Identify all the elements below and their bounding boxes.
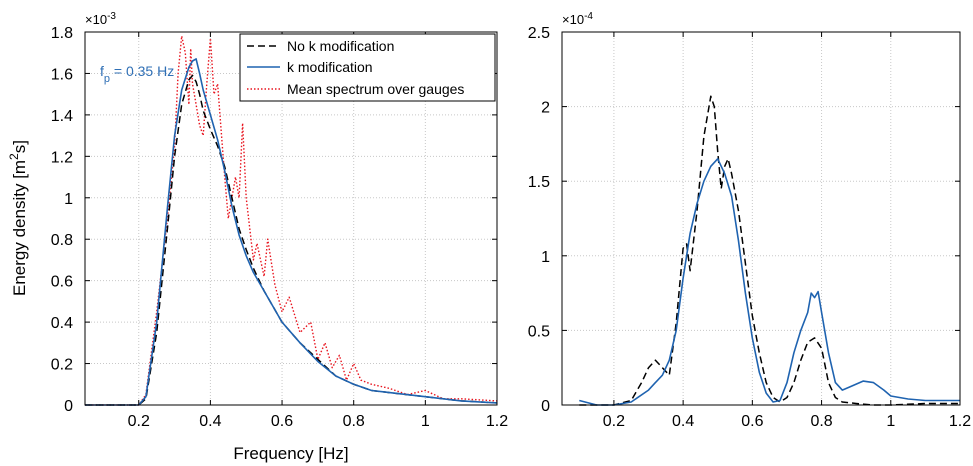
right-x-tick-label: 0.6 [741, 413, 763, 430]
right-gridlines [562, 32, 960, 405]
left-y-tick-label: 0 [64, 398, 73, 415]
right-plot-frame [561, 31, 961, 406]
right-x-tick-label: 1.2 [949, 413, 971, 430]
legend-label-no-k: No k modification [287, 38, 394, 54]
right-series-line-no-k [579, 95, 960, 406]
right-axis-ticks: 0.2 0.4 0.6 0.8 1 1.2 0 0.5 1 1.5 2 2.5 [528, 25, 971, 430]
right-chart-panel: 0.2 0.4 0.6 0.8 1 1.2 0 0.5 1 1.5 2 2.5 ×10-4 [528, 11, 971, 431]
right-y-tick-label: 1.5 [528, 174, 550, 191]
left-y-tick-label: 1 [64, 191, 73, 208]
legend-label-mean: Mean spectrum over gauges [287, 81, 464, 97]
right-multiplier: ×10-4 [562, 11, 593, 28]
left-y-tick-label: 1.8 [51, 25, 73, 42]
right-x-tick-label: 1 [886, 413, 895, 430]
right-x-tick-label: 0.4 [672, 413, 694, 430]
left-x-tick-label: 1.2 [486, 413, 508, 430]
left-plot-frame [84, 31, 498, 406]
left-x-tick-label: 0.6 [271, 413, 293, 430]
left-x-axis-label: Frequency [Hz] [233, 444, 348, 463]
peak-frequency-annotation: fp = 0.35 Hz [100, 63, 174, 85]
left-chart-panel: 0.2 0.4 0.6 0.8 1 1.2 0 0.2 0.4 0.6 0.8 1 1.2 1.4 1.6 1… [7, 11, 508, 464]
left-multiplier: ×10-3 [85, 11, 116, 28]
left-series-group [85, 35, 498, 406]
legend-label-k-mod: k modification [287, 59, 373, 75]
right-series-group [579, 95, 960, 406]
left-y-tick-label: 0.2 [51, 357, 73, 374]
left-x-tick-label: 0.2 [128, 413, 150, 430]
left-axis-ticks: 0.2 0.4 0.6 0.8 1 1.2 0 0.2 0.4 0.6 0.8 1 1.2 1.4 1.6 1… [51, 25, 508, 430]
right-x-tick-label: 0.2 [603, 413, 625, 430]
left-y-tick-label: 1.2 [51, 149, 73, 166]
left-gridlines [85, 32, 497, 405]
left-y-tick-label: 1.6 [51, 66, 73, 83]
right-y-tick-label: 1 [541, 249, 550, 266]
left-x-tick-label: 0.8 [343, 413, 365, 430]
left-y-tick-label: 0.6 [51, 274, 73, 291]
legend: No k modification k modification Mean sp… [239, 33, 496, 102]
right-y-tick-label: 0.5 [528, 323, 550, 340]
left-y-tick-label: 1.4 [51, 108, 73, 125]
legend-box [239, 33, 496, 102]
right-x-tick-label: 0.8 [810, 413, 832, 430]
right-y-tick-label: 2.5 [528, 25, 550, 42]
left-series-line-k-mod [85, 58, 498, 406]
right-y-tick-label: 0 [541, 398, 550, 415]
right-y-tick-label: 2 [541, 100, 550, 117]
left-series-line-no-k [85, 74, 498, 406]
left-x-tick-label: 1 [421, 413, 430, 430]
left-x-tick-label: 0.4 [199, 413, 221, 430]
left-y-tick-label: 0.8 [51, 232, 73, 249]
right-series-line-k-mod [579, 158, 960, 406]
left-y-tick-label: 0.4 [51, 315, 73, 332]
left-y-axis-label: Energy density [m2s] [7, 140, 29, 296]
